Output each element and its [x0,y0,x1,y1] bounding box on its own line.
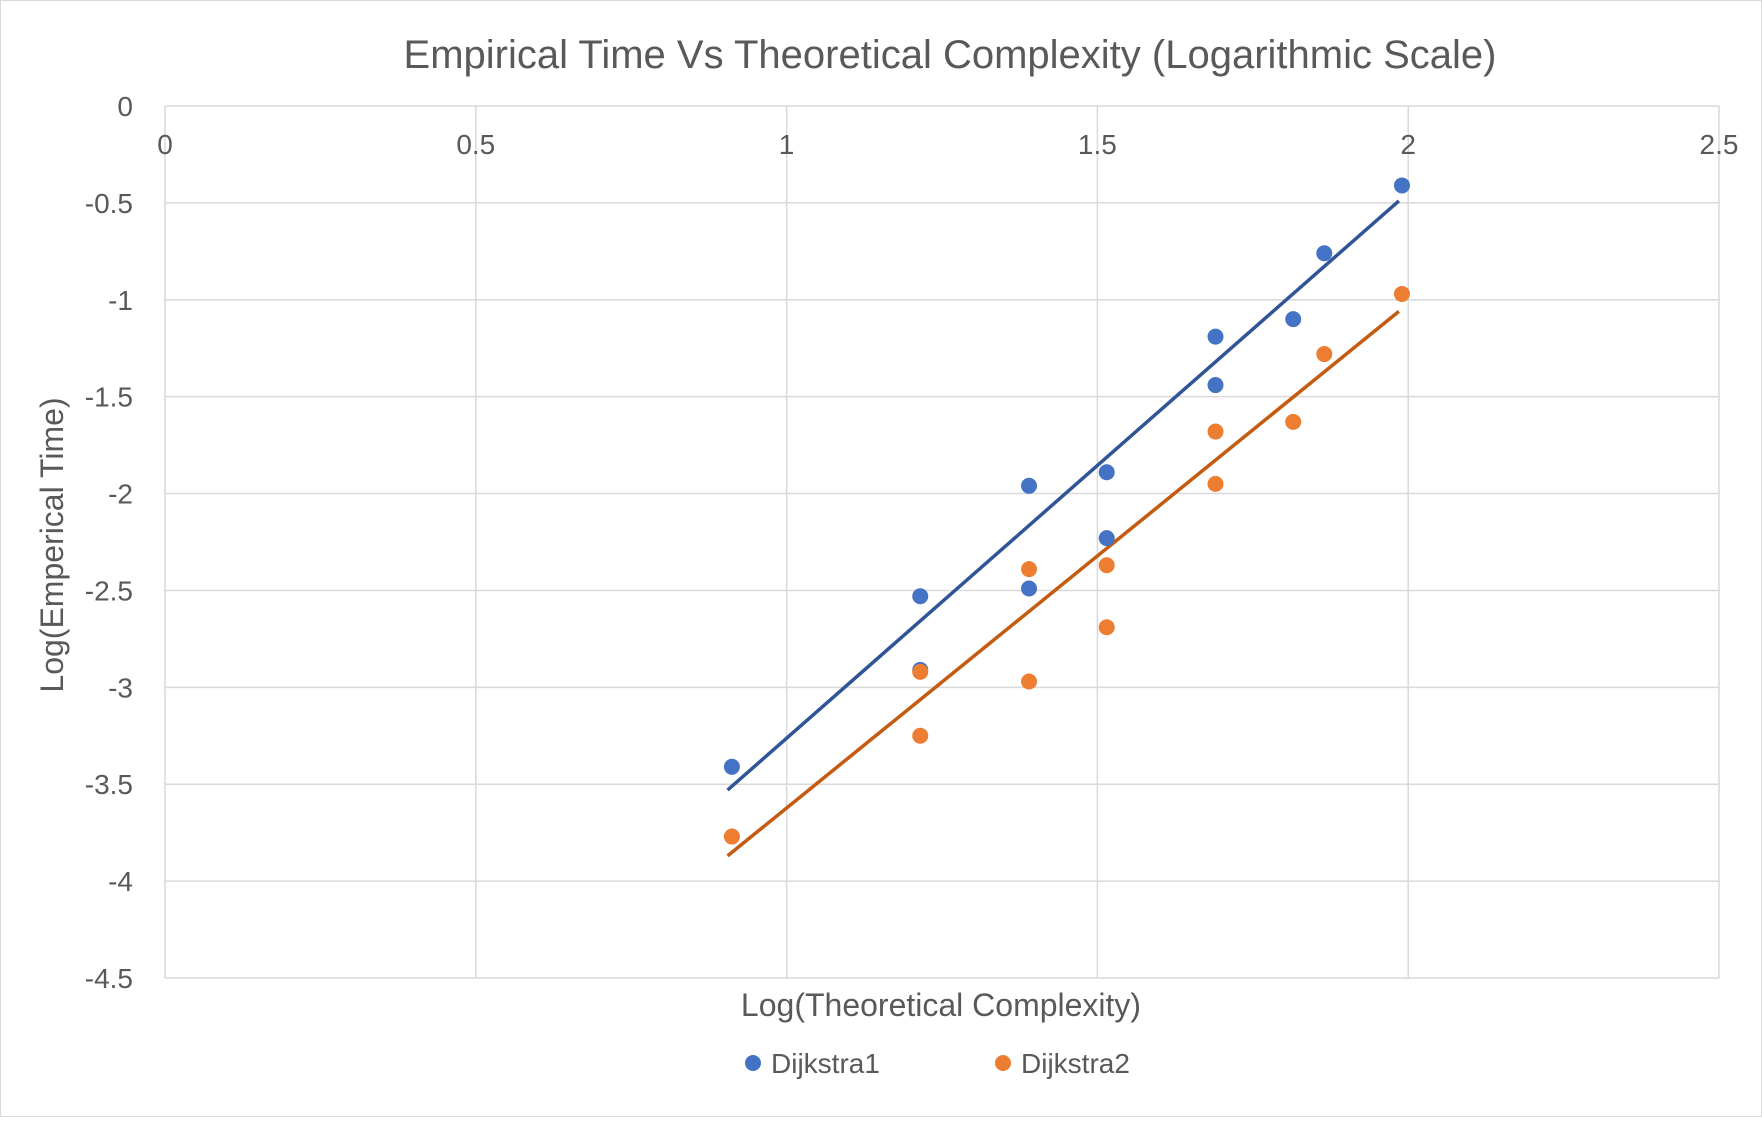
point-dijkstra1 [1393,177,1410,194]
point-dijkstra2 [1207,475,1224,492]
x-tick-label: 0 [157,129,173,160]
gridlines [164,105,1720,979]
point-dijkstra1 [1098,530,1115,547]
point-dijkstra1 [912,588,929,605]
point-dijkstra2 [912,727,929,744]
x-tick-label: 1 [779,129,795,160]
legend-marker-dijkstra2 [995,1055,1011,1071]
y-tick-label: -4.5 [85,963,133,994]
y-tick-label: -2 [108,479,133,510]
trendline-dijkstra1 [726,199,1401,792]
point-dijkstra2 [1316,346,1333,363]
point-dijkstra1 [1021,580,1038,597]
point-dijkstra2 [1021,673,1038,690]
legend-label-dijkstra2: Dijkstra2 [1021,1048,1130,1079]
point-dijkstra2 [1098,557,1115,574]
trendline-dijkstra2 [726,310,1400,858]
point-dijkstra2 [1285,413,1302,430]
trendlines [726,199,1401,858]
y-tick-label: -1 [108,285,133,316]
point-dijkstra1 [723,758,740,775]
point-dijkstra2 [912,663,929,680]
point-dijkstra1 [1098,464,1115,481]
point-dijkstra1 [1285,311,1302,328]
point-dijkstra1 [1316,245,1333,262]
x-tick-label: 2.5 [1700,129,1739,160]
point-dijkstra1 [1207,328,1224,345]
legend: Dijkstra1 Dijkstra2 [745,1048,1130,1079]
point-dijkstra2 [1021,561,1038,578]
legend-label-dijkstra1: Dijkstra1 [771,1048,880,1079]
point-dijkstra2 [1098,619,1115,636]
point-dijkstra2 [1207,423,1224,440]
chart-title: Empirical Time Vs Theoretical Complexity… [404,33,1497,77]
point-dijkstra2 [723,828,740,845]
y-tick-label: -2.5 [85,575,133,606]
x-tick-label: 1.5 [1078,129,1117,160]
tick-labels: 0 0.5 1 1.5 2 2.5 0 -0.5 -1 -1.5 -2 -2.5 -3 -3.5 -4 -4.… [85,91,1739,994]
y-tick-label: -4 [108,866,133,897]
y-tick-label: -1.5 [85,382,133,413]
x-tick-label: 0.5 [456,129,495,160]
y-tick-label: -0.5 [85,188,133,219]
y-tick-label: -3 [108,672,133,703]
y-tick-label: -3.5 [85,769,133,800]
data-points [723,177,1410,845]
legend-marker-dijkstra1 [745,1055,761,1071]
y-tick-label: 0 [117,91,133,122]
point-dijkstra2 [1393,285,1410,302]
x-axis-title: Log(Theoretical Complexity) [741,987,1141,1023]
point-dijkstra1 [1207,377,1224,394]
point-dijkstra1 [1021,477,1038,494]
y-axis-title: Log(Emperical Time) [34,397,70,692]
x-tick-label: 2 [1400,129,1416,160]
